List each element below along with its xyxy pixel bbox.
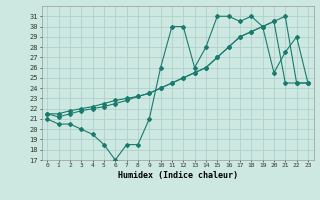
X-axis label: Humidex (Indice chaleur): Humidex (Indice chaleur) — [118, 171, 237, 180]
